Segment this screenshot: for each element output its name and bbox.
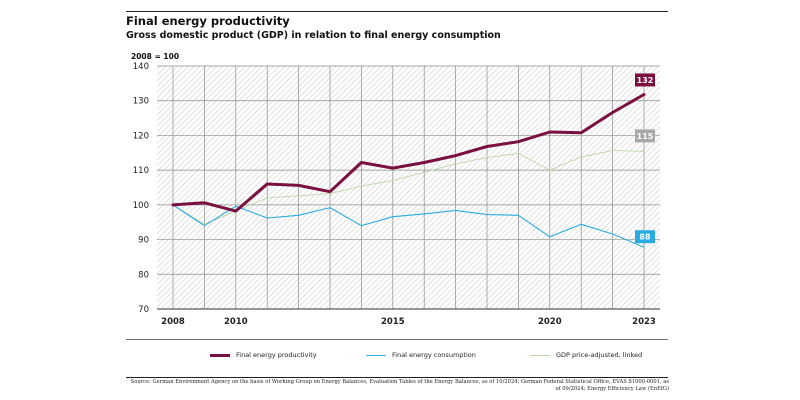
y-tick-label: 110 bbox=[133, 166, 149, 176]
end-label-productivity-box bbox=[635, 73, 655, 87]
end-label-productivity-text: 132 bbox=[637, 76, 654, 85]
end-label-consumption-box bbox=[635, 230, 655, 244]
end-label-gdp-text: 115 bbox=[637, 132, 654, 141]
x-tick-label: 2015 bbox=[381, 317, 405, 327]
y-tick-label: 120 bbox=[133, 131, 149, 141]
y-tick-label: 130 bbox=[133, 97, 149, 107]
legend-swatch-gdp bbox=[530, 354, 550, 356]
y-tick-label: 100 bbox=[133, 201, 149, 211]
y-tick-label: 90 bbox=[138, 236, 149, 246]
legend-item-gdp: GDP price-adjusted, linked bbox=[530, 351, 642, 359]
source-note: Source: German Environment Agency on the… bbox=[130, 379, 669, 392]
end-label-gdp-box bbox=[635, 129, 655, 143]
x-tick-label: 2020 bbox=[538, 317, 562, 327]
end-label-gdp: 115 bbox=[635, 129, 655, 143]
series-line-gdp bbox=[172, 149, 645, 225]
x-tick-label: 2023 bbox=[632, 317, 656, 327]
top-rule bbox=[126, 11, 668, 12]
end-label-consumption: 88 bbox=[635, 230, 655, 244]
legend-item-consumption: Final energy consumption bbox=[366, 351, 476, 359]
x-tick-label: 2008 bbox=[161, 317, 185, 327]
legend-swatch-consumption bbox=[366, 354, 386, 356]
legend-label-gdp: GDP price-adjusted, linked bbox=[556, 351, 643, 359]
chart-title: Final energy productivity bbox=[126, 14, 290, 28]
legend-label-consumption: Final energy consumption bbox=[392, 351, 476, 359]
legend-top-rule bbox=[126, 339, 668, 340]
source-top-rule bbox=[126, 377, 668, 378]
y-tick-label: 140 bbox=[133, 62, 149, 72]
y-tick-label: 80 bbox=[138, 270, 149, 280]
plot-area bbox=[157, 66, 660, 309]
end-label-consumption-text: 88 bbox=[639, 233, 651, 242]
y-tick-label: 70 bbox=[138, 305, 149, 315]
legend-label-productivity: Final energy productivity bbox=[236, 351, 317, 359]
series-line-consumption bbox=[172, 204, 645, 248]
end-label-productivity: 132 bbox=[635, 73, 655, 87]
x-tick-label: 2010 bbox=[224, 317, 248, 327]
chart-subtitle: Gross domestic product (GDP) in relation… bbox=[126, 30, 501, 41]
index-base-note: 2008 = 100 bbox=[131, 52, 180, 61]
series-line-productivity bbox=[171, 93, 646, 213]
legend-swatch-productivity bbox=[210, 353, 230, 357]
legend-item-productivity: Final energy productivity bbox=[210, 351, 317, 359]
